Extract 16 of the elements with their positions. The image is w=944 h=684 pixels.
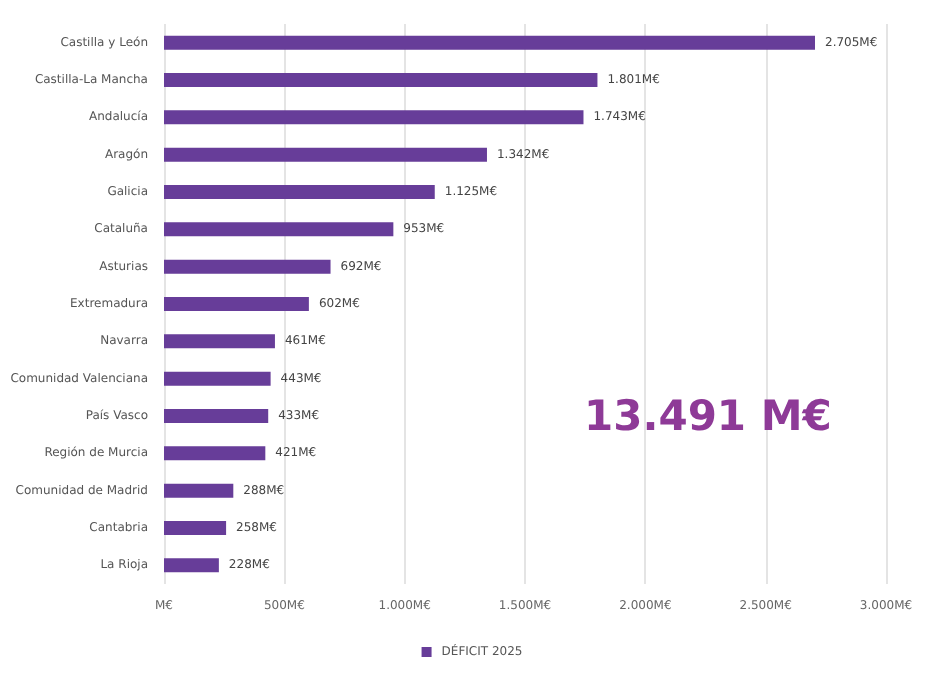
bar bbox=[164, 185, 435, 199]
annotation: 13.491 M€ bbox=[584, 392, 832, 440]
bar bbox=[164, 483, 234, 498]
bar bbox=[164, 110, 584, 125]
bar bbox=[164, 446, 266, 461]
bar bbox=[164, 259, 331, 274]
bar bbox=[164, 371, 271, 386]
bar bbox=[164, 334, 275, 349]
bar bbox=[164, 147, 487, 162]
bar bbox=[164, 558, 219, 573]
bar bbox=[164, 35, 815, 50]
bar bbox=[164, 73, 598, 87]
bar bbox=[164, 222, 394, 237]
bar bbox=[164, 409, 269, 423]
bar bbox=[164, 297, 309, 311]
bar bbox=[164, 521, 227, 535]
